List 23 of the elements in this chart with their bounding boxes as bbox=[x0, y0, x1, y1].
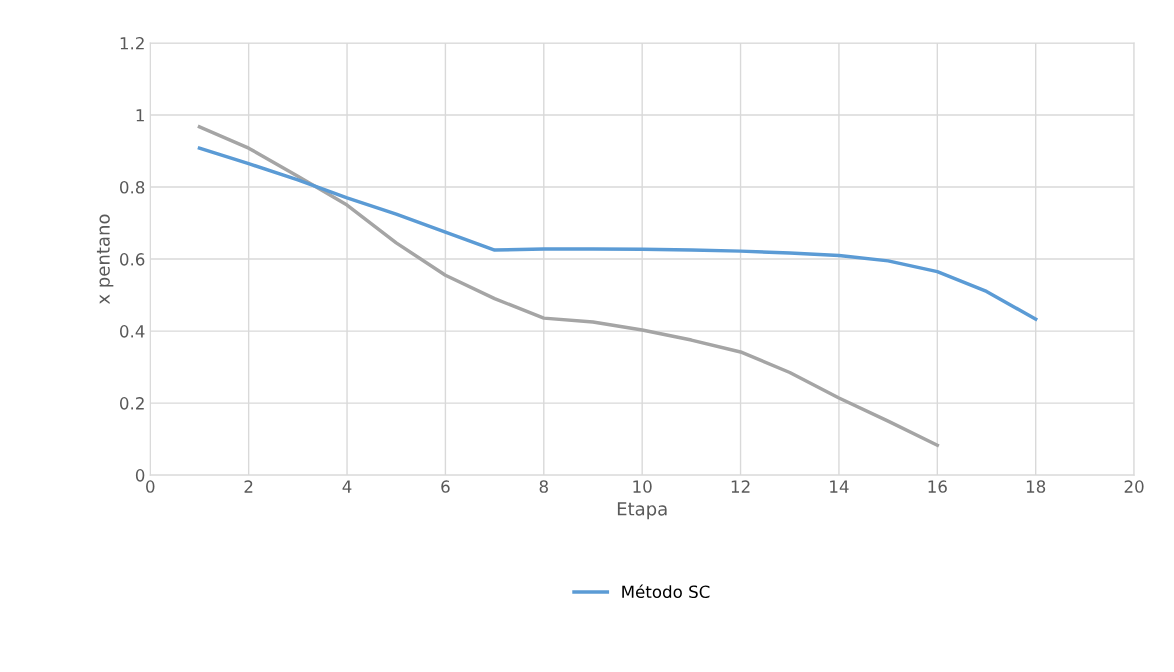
y-tick-label: 0.4 bbox=[120, 325, 145, 338]
y-tick-label: 0.6 bbox=[120, 253, 145, 266]
x-tick-label: 10 bbox=[633, 480, 652, 493]
legend-label: Método SC bbox=[622, 584, 710, 599]
x-tick-label: 18 bbox=[1026, 480, 1046, 493]
y-tick-label: 0 bbox=[135, 469, 145, 482]
y-axis-title: x pentano bbox=[96, 214, 114, 305]
y-tick-label: 0.2 bbox=[120, 397, 144, 410]
y-tick-label: 0.8 bbox=[120, 181, 145, 194]
x-tick-label: 0 bbox=[146, 480, 155, 493]
x-tick-label: 16 bbox=[928, 480, 947, 493]
x-tick-label: 12 bbox=[731, 480, 750, 493]
x-tick-label: 8 bbox=[539, 480, 548, 493]
x-axis-title: Etapa bbox=[617, 502, 667, 520]
x-tick-label: 20 bbox=[1124, 480, 1144, 493]
x-tick-label: 4 bbox=[342, 480, 352, 493]
line-series bbox=[197, 146, 1038, 321]
y-tick-label: 1 bbox=[136, 109, 144, 122]
x-tick-label: 2 bbox=[244, 480, 253, 493]
x-tick-label: 14 bbox=[830, 480, 849, 493]
y-tick-label: 1.2 bbox=[120, 36, 144, 50]
x-tick-label: 6 bbox=[441, 480, 450, 493]
line-series bbox=[197, 125, 940, 447]
